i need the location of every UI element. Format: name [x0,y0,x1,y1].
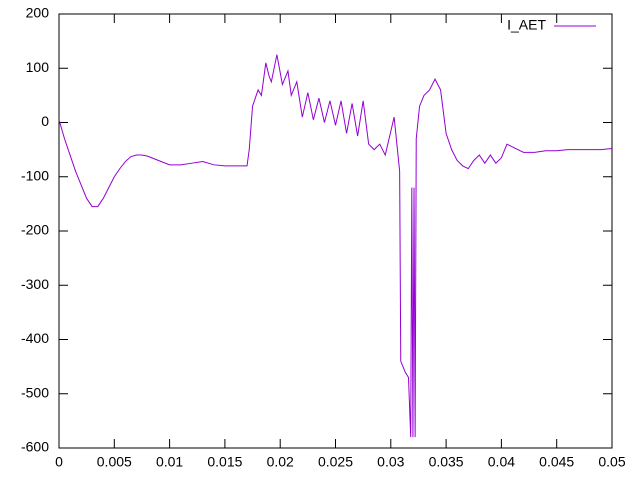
x-tick-label: 0.005 [97,454,132,470]
y-tick-label: 0 [41,113,49,129]
x-tick-label: 0.045 [539,454,574,470]
y-tick-label: -300 [21,276,49,292]
legend-label: I_AET [507,17,546,33]
x-tick-label: 0.03 [377,454,404,470]
x-tick-label: 0.015 [207,454,242,470]
data-line [58,54,613,438]
x-tick-label: 0.025 [318,454,353,470]
y-tick-label: -400 [21,330,49,346]
y-tick-label: -500 [21,384,49,400]
y-tick-label: -600 [21,439,49,455]
x-tick-label: 0 [55,454,63,470]
y-tick-label: 100 [26,59,50,75]
x-tick-label: 0.04 [488,454,515,470]
x-tick-label: 0.01 [156,454,183,470]
x-tick-label: 0.035 [429,454,464,470]
x-tick-label: 0.05 [598,454,625,470]
plot-border [58,13,613,449]
y-tick-label: -200 [21,222,49,238]
y-tick-label: -100 [21,167,49,183]
x-tick-label: 0.02 [267,454,294,470]
y-tick-label: 200 [26,5,50,21]
